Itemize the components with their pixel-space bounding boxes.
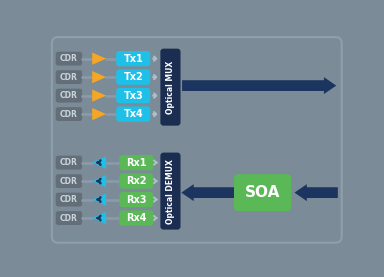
Polygon shape [92,157,106,169]
FancyBboxPatch shape [119,210,153,226]
Polygon shape [92,52,106,65]
Polygon shape [92,193,106,206]
Text: Tx2: Tx2 [123,72,143,82]
Text: Rx2: Rx2 [126,176,147,186]
FancyBboxPatch shape [116,51,150,66]
Polygon shape [92,175,106,187]
Text: Tx1: Tx1 [123,54,143,64]
FancyBboxPatch shape [56,70,82,84]
FancyBboxPatch shape [56,89,82,102]
FancyBboxPatch shape [116,106,150,122]
FancyArrow shape [181,184,234,201]
Text: CDR: CDR [60,195,78,204]
FancyArrow shape [182,77,336,94]
FancyBboxPatch shape [56,107,82,121]
Text: CDR: CDR [60,176,78,186]
FancyBboxPatch shape [116,70,150,85]
FancyBboxPatch shape [119,155,153,170]
FancyBboxPatch shape [161,153,180,230]
Polygon shape [92,212,106,224]
FancyBboxPatch shape [56,174,82,188]
FancyBboxPatch shape [161,49,180,126]
FancyBboxPatch shape [119,192,153,207]
Text: CDR: CDR [60,91,78,100]
FancyArrow shape [295,184,338,201]
Text: Rx3: Rx3 [126,194,147,204]
Text: Tx3: Tx3 [123,91,143,101]
FancyBboxPatch shape [116,88,150,103]
FancyBboxPatch shape [234,174,291,211]
Polygon shape [92,71,106,83]
Text: Optical DEMUX: Optical DEMUX [166,159,175,224]
Text: SOA: SOA [245,185,280,200]
Text: CDR: CDR [60,110,78,119]
Text: Rx4: Rx4 [126,213,147,223]
Text: CDR: CDR [60,73,78,82]
Text: CDR: CDR [60,54,78,63]
FancyBboxPatch shape [56,211,82,225]
FancyBboxPatch shape [52,37,342,243]
Text: CDR: CDR [60,158,78,167]
FancyBboxPatch shape [119,173,153,189]
FancyBboxPatch shape [56,52,82,66]
Text: Rx1: Rx1 [126,158,147,168]
Text: Optical MUX: Optical MUX [166,60,175,114]
Text: CDR: CDR [60,214,78,222]
FancyBboxPatch shape [56,156,82,170]
Polygon shape [92,108,106,120]
Polygon shape [92,89,106,102]
FancyBboxPatch shape [56,193,82,206]
Text: Tx4: Tx4 [123,109,143,119]
